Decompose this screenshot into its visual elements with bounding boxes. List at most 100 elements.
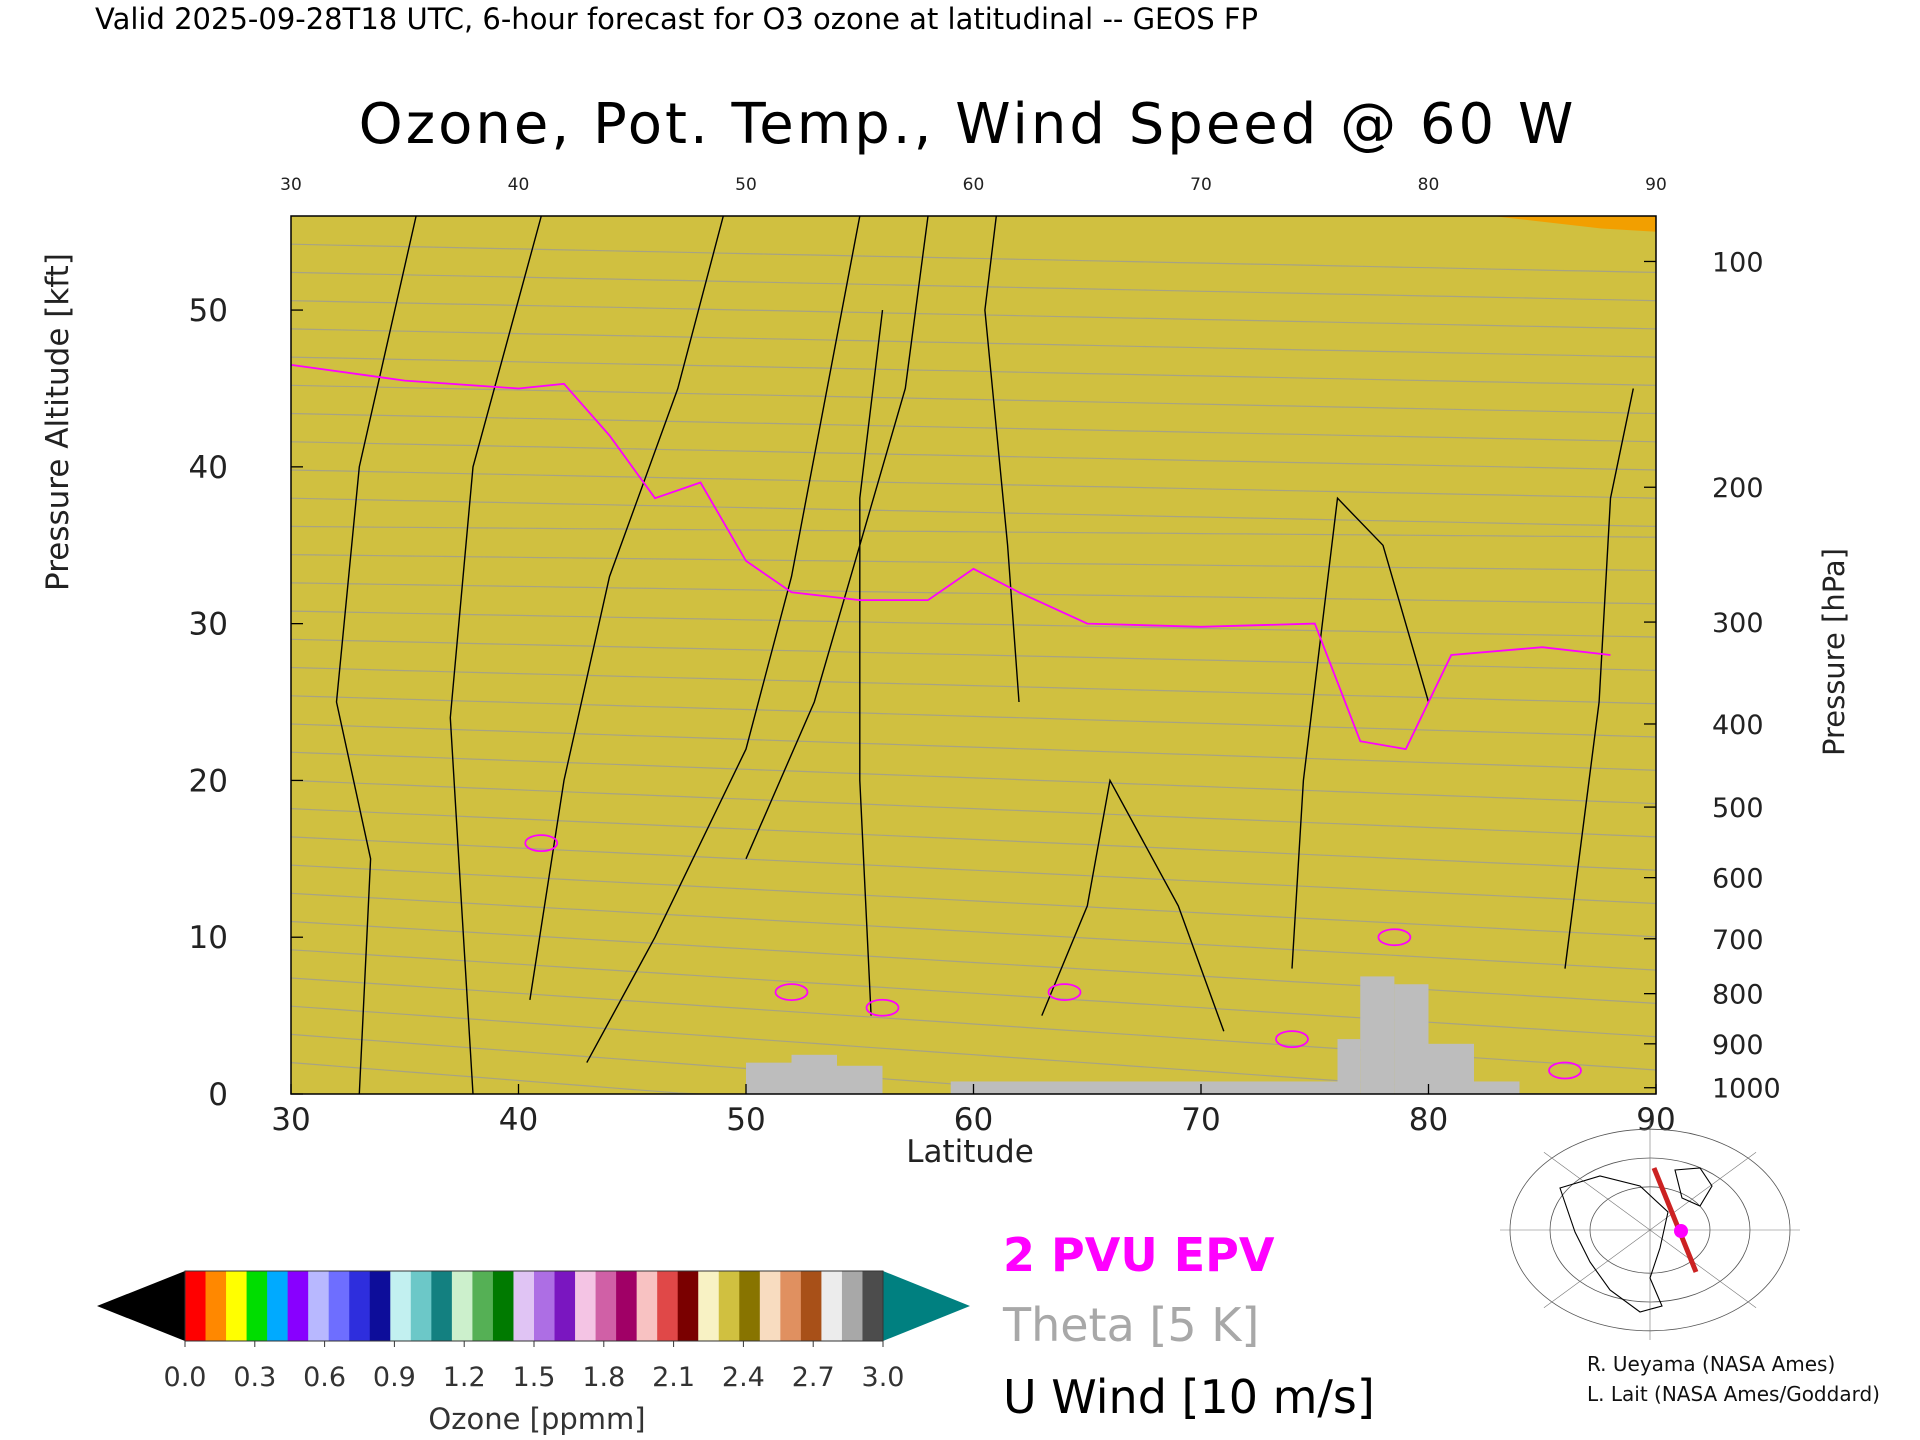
y-axis-label: Pressure Altitude [kft]: [40, 253, 76, 591]
epv-contour: [291, 364, 1611, 751]
colorbar-swatch: [821, 1271, 843, 1341]
colorbar-tick-label: 0.6: [303, 1362, 346, 1393]
u-wind-contour: [984, 216, 1020, 703]
pressure-tick-label: 300: [1712, 608, 1764, 639]
theta-contour: [291, 328, 1656, 358]
u-wind-contour: [1564, 388, 1634, 969]
pressure-tick-label: 500: [1712, 793, 1764, 824]
pressure-tick-label: 1000: [1712, 1074, 1781, 1105]
pressure-tick-label: 200: [1712, 473, 1764, 504]
theta-contour: [291, 300, 1656, 330]
legend-theta: Theta [5 K]: [1003, 1298, 1260, 1352]
theta-contour: [291, 666, 1656, 705]
colorbar-swatch: [390, 1271, 412, 1341]
x-tick-label: 60: [954, 1102, 993, 1138]
credit-line-1: R. Ueyama (NASA Ames): [1587, 1352, 1836, 1376]
colorbar-tick-label: 0.9: [373, 1362, 416, 1393]
colorbar-swatch: [431, 1271, 453, 1341]
top-x-tick-label: 60: [963, 175, 985, 195]
map-meridian: [1649, 1229, 1757, 1309]
map-coastline: [1559, 1175, 1669, 1313]
theta-contour: [291, 554, 1656, 572]
epv-blob: [1377, 928, 1412, 947]
colorbar: 0.0 0.3 0.6 0.9 1.2 1.5 1.8 2.1 2.4 2.7 3.0: [97, 1270, 970, 1393]
u-wind-contours: [335, 216, 1634, 1094]
theta-contour: [291, 469, 1656, 499]
x-tick-label: 90: [1636, 1102, 1675, 1138]
theta-contour: [291, 864, 1656, 938]
map-location-marker: [1674, 1224, 1688, 1238]
x-tick-label: 30: [271, 1102, 310, 1138]
x-tick-label: 80: [1409, 1102, 1448, 1138]
colorbar-swatch: [246, 1271, 268, 1341]
terrain-block: [950, 1081, 1338, 1094]
top-x-tick-label: 80: [1418, 175, 1440, 195]
map-greenland: [1674, 1167, 1713, 1207]
terrain-block: [837, 1065, 883, 1094]
pressure-tick-label: 700: [1712, 925, 1764, 956]
map-meridian: [1649, 1151, 1757, 1231]
colorbar-tick-label: 1.8: [582, 1362, 625, 1393]
theta-contour: [291, 751, 1656, 805]
theta-contour: [291, 1062, 1656, 1094]
terrain-block: [1337, 1039, 1361, 1094]
u-wind-contour: [586, 216, 861, 1063]
theta-contour: [291, 779, 1656, 838]
pressure-tick-label: 600: [1712, 864, 1764, 895]
epv-blob: [1548, 1061, 1582, 1080]
colorbar-tick-label: 3.0: [862, 1362, 905, 1393]
epv-blob: [774, 983, 809, 1001]
pressure-axis-label: Pressure [hPa]: [1817, 548, 1851, 757]
colorbar-swatch: [205, 1271, 227, 1341]
plot-area: [291, 216, 1656, 1094]
y-tick-label: 50: [189, 293, 228, 329]
top-x-tick-label: 90: [1645, 175, 1667, 195]
chart-title: Ozone, Pot. Temp., Wind Speed @ 60 W: [358, 92, 1577, 157]
pressure-tick-label: 800: [1712, 980, 1764, 1011]
colorbar-swatch: [410, 1271, 432, 1341]
credit-line-2: L. Lait (NASA Ames/Goddard): [1587, 1382, 1880, 1406]
colorbar-swatch: [657, 1271, 679, 1341]
colorbar-swatch: [513, 1271, 535, 1341]
epv-blob: [865, 998, 900, 1017]
theta-contour: [291, 271, 1656, 302]
colorbar-tick-label: 2.1: [652, 1362, 695, 1393]
colorbar-swatch: [328, 1271, 350, 1341]
top-x-tick-label: 40: [508, 175, 530, 195]
colorbar-swatch: [534, 1271, 556, 1341]
colorbar-tick-label: 1.5: [513, 1362, 556, 1393]
colorbar-over-triangle: [883, 1271, 970, 1341]
colorbar-swatch: [575, 1271, 597, 1341]
top-x-tick-label: 70: [1190, 175, 1212, 195]
colorbar-swatch: [185, 1271, 207, 1341]
theta-contour: [291, 412, 1656, 443]
theta-contour: [291, 582, 1656, 605]
terrain-mask: [746, 976, 1520, 1094]
colorbar-swatch: [616, 1271, 638, 1341]
u-wind-contour: [529, 216, 724, 1001]
theta-contour: [291, 610, 1656, 638]
epv-blob: [524, 834, 559, 853]
colorbar-tick-label: 0.0: [164, 1362, 207, 1393]
epv-blob: [1047, 983, 1082, 1001]
theta-contour: [291, 356, 1656, 386]
colorbar-swatch: [698, 1271, 720, 1341]
pressure-tick-label: 400: [1712, 710, 1764, 741]
colorbar-swatch: [287, 1271, 309, 1341]
x-tick-label: 50: [726, 1102, 765, 1138]
colorbar-tick-label: 2.4: [722, 1362, 765, 1393]
theta-contour: [291, 384, 1656, 415]
map-meridian: [1543, 1229, 1651, 1309]
colorbar-swatch: [349, 1271, 371, 1341]
theta-contour: [291, 892, 1656, 971]
theta-contours: [291, 243, 1656, 1094]
colorbar-swatch: [718, 1271, 740, 1341]
colorbar-swatch: [451, 1271, 474, 1341]
u-wind-contour: [335, 216, 417, 1094]
theta-contour: [291, 695, 1656, 738]
pressure-tick-label: 100: [1712, 247, 1764, 278]
colorbar-tick-label: 1.2: [443, 1362, 486, 1393]
y-tick-label: 40: [189, 450, 228, 486]
